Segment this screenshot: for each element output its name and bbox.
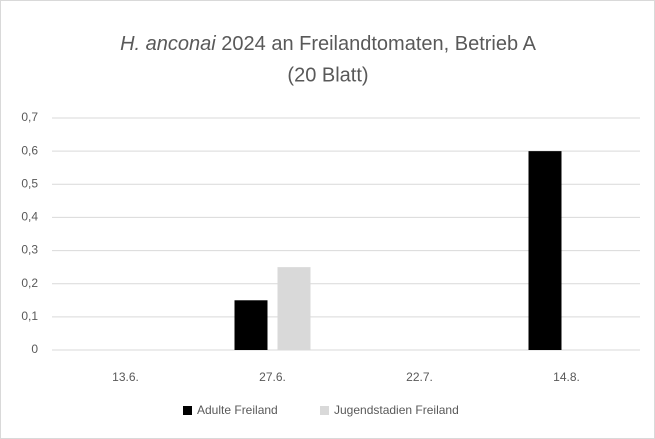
bar <box>277 267 311 350</box>
legend-label: Jugendstadien Freiland <box>334 403 459 417</box>
y-tick-label: 0,6 <box>21 143 38 157</box>
bar <box>234 300 268 350</box>
x-tick-label: 27.6. <box>259 370 286 384</box>
y-tick-label: 0,4 <box>21 210 38 224</box>
y-tick-label: 0,7 <box>21 110 38 124</box>
legend-label: Adulte Freiland <box>197 403 278 417</box>
legend-swatch <box>183 406 192 415</box>
chart-title: H. anconai 2024 an Freilandtomaten, Betr… <box>120 33 536 55</box>
y-tick-label: 0,2 <box>21 276 38 290</box>
chart-subtitle: (20 Blatt) <box>287 64 368 86</box>
title-text: 2024 an Freilandtomaten, Betrieb A <box>221 33 536 55</box>
x-tick-label: 13.6. <box>112 370 139 384</box>
bar <box>528 151 562 350</box>
x-tick-label: 14.8. <box>553 370 580 384</box>
y-tick-label: 0,3 <box>21 243 38 257</box>
x-tick-label: 22.7. <box>406 370 433 384</box>
legend-swatch <box>320 406 329 415</box>
y-tick-label: 0 <box>31 342 38 356</box>
y-tick-label: 0,5 <box>21 176 38 190</box>
title-italic: H. anconai <box>120 33 216 55</box>
y-tick-label: 0,1 <box>21 309 38 323</box>
